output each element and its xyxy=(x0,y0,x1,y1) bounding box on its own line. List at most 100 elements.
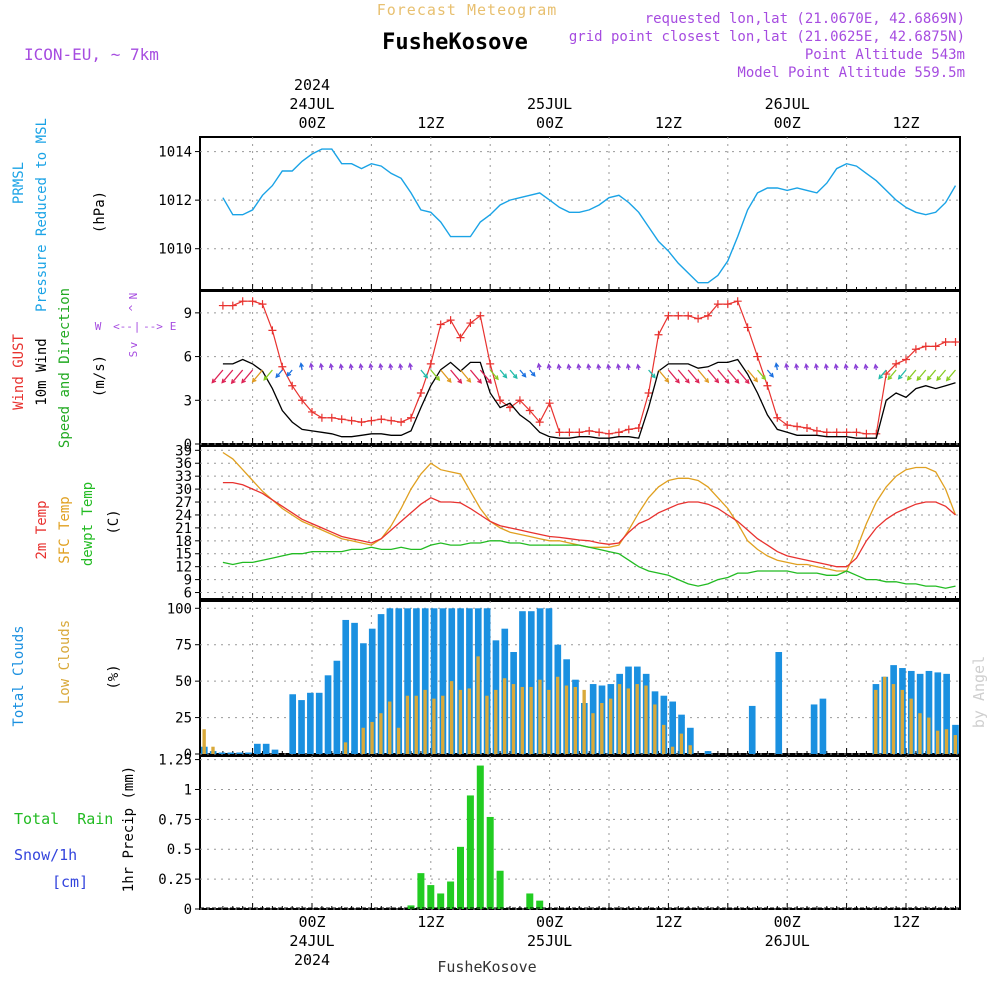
wind-direction-arrowhead xyxy=(606,363,612,369)
wind-direction-arrowhead xyxy=(625,363,631,369)
gust-marker xyxy=(397,418,406,427)
compass-n: N xyxy=(127,293,140,300)
gust-marker xyxy=(951,338,960,346)
rain-bar xyxy=(427,885,435,909)
temp-2m-line xyxy=(222,481,956,568)
rain-bar xyxy=(417,873,425,909)
wind-label-gust: Wind GUST xyxy=(11,334,27,410)
temp-tick-label: 6 xyxy=(184,586,192,602)
total-cloud-bar xyxy=(289,694,297,754)
gust-marker xyxy=(832,428,841,437)
rain-bar xyxy=(457,846,464,909)
total-cloud-bar xyxy=(368,628,376,754)
low-cloud-bar xyxy=(343,742,348,754)
gust-marker xyxy=(803,423,811,432)
wind-direction-arrowhead xyxy=(494,375,499,381)
gust-marker xyxy=(812,426,821,435)
low-cloud-bar xyxy=(944,729,949,754)
wind-direction-arrow xyxy=(677,369,690,384)
gust-marker xyxy=(377,415,386,424)
gust-marker xyxy=(614,428,623,437)
wind-direction-arrowhead xyxy=(457,378,463,384)
wind-direction-arrowhead xyxy=(596,363,602,369)
total-cloud-bar xyxy=(271,749,279,754)
pressure-label-msl: Pressure Reduced to MSL xyxy=(34,118,50,312)
total-cloud-bar xyxy=(333,660,341,754)
time-label-bottom: 00Z xyxy=(298,913,325,931)
wind-direction-arrow xyxy=(687,369,700,384)
rain-bar xyxy=(437,893,445,909)
total-cloud-bar xyxy=(307,692,314,754)
wind-direction-arrowhead xyxy=(936,376,942,382)
wind-direction-arrowhead xyxy=(546,363,552,369)
wind-direction-arrowhead xyxy=(521,372,527,378)
gust-marker xyxy=(822,428,831,437)
gust-marker xyxy=(258,300,267,309)
compass-center: | xyxy=(134,320,141,333)
low-cloud-bar xyxy=(449,681,454,754)
pressure-tick-label: 1014 xyxy=(158,145,192,161)
wind-direction-arrowhead xyxy=(906,375,912,381)
gust-marker xyxy=(704,311,712,320)
wind-direction-arrowhead xyxy=(407,362,413,368)
temp-tick-label: 39 xyxy=(175,443,192,459)
pressure-frame xyxy=(199,136,961,291)
gust-marker xyxy=(555,428,564,437)
wind-direction-arrowhead xyxy=(308,362,314,368)
wind-direction-arrowhead xyxy=(435,376,441,382)
temp-tick-label: 12 xyxy=(175,560,192,576)
low-cloud-bar xyxy=(502,678,507,754)
wind-direction-arrowhead xyxy=(675,378,680,384)
wind-direction-arrow xyxy=(927,369,937,381)
time-label-bottom: 12Z xyxy=(417,913,444,931)
gust-marker xyxy=(723,300,732,309)
pressure-unit: (hPa) xyxy=(92,191,108,233)
gust-marker xyxy=(565,428,574,437)
wind-tick-label: 3 xyxy=(184,393,192,409)
gust-marker xyxy=(387,416,396,425)
wind-direction-arrowhead xyxy=(833,363,839,369)
low-cloud-bar xyxy=(494,689,498,754)
rain-bar xyxy=(476,765,484,909)
cloud-tick-label: 75 xyxy=(175,638,192,654)
gust-marker xyxy=(337,415,346,424)
low-cloud-bar xyxy=(555,676,560,754)
precip-frame xyxy=(199,755,961,910)
wind-direction-arrow xyxy=(727,369,740,384)
compass-we-left: <-- xyxy=(113,320,133,333)
temp-frame xyxy=(199,445,961,600)
low-cloud-bar xyxy=(662,724,666,754)
total-cloud-bar xyxy=(545,608,553,754)
wind-direction-arrowhead xyxy=(556,363,562,369)
wind-direction-arrow xyxy=(898,369,907,380)
gust-marker xyxy=(436,320,445,329)
gust-marker xyxy=(506,403,514,412)
low-cloud-bar xyxy=(485,695,489,754)
gust-marker xyxy=(911,345,920,354)
gust-marker xyxy=(763,381,772,390)
wind-direction-arrowhead xyxy=(251,377,257,383)
gust-marker xyxy=(525,406,534,415)
wind-direction-arrowhead xyxy=(263,375,269,381)
low-cloud-bar xyxy=(874,689,878,754)
cloud-tick-label: 100 xyxy=(167,601,192,617)
low-cloud-bar xyxy=(882,676,887,754)
precip-tick-label: 0 xyxy=(184,902,192,918)
wind-direction-arrowhead xyxy=(804,363,810,369)
gust-marker xyxy=(773,413,782,422)
wind-direction-arrowhead xyxy=(388,363,394,369)
wind-label-10m: 10m Wind xyxy=(34,338,50,405)
wind-compass: N ^ v S W <-- | --> E xyxy=(95,293,177,358)
sfc-temp-line xyxy=(222,451,957,572)
wind-direction-arrowhead xyxy=(873,363,879,369)
pressure-tick-label: 1010 xyxy=(158,242,192,258)
compass-ns-bottom: v xyxy=(127,341,140,348)
gust-marker xyxy=(496,396,505,405)
rain-bar xyxy=(486,816,494,909)
gust-marker xyxy=(733,297,742,306)
rain-bar xyxy=(526,893,534,909)
total-cloud-bar xyxy=(483,608,491,754)
gust-marker xyxy=(892,359,901,368)
